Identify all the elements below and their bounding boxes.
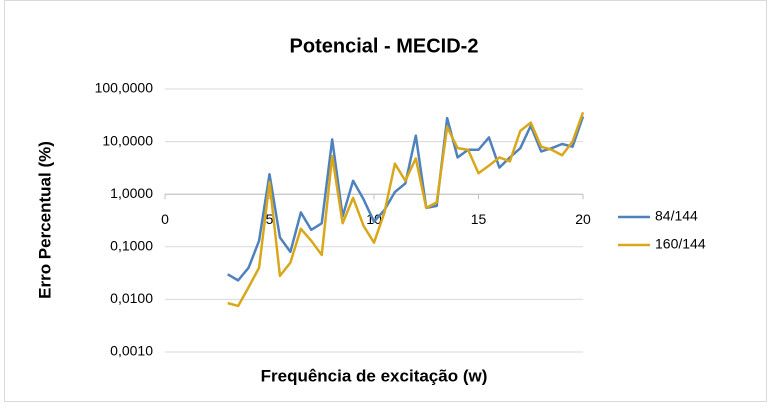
x-tick-label: 20 [575, 211, 591, 227]
legend-label: 84/144 [655, 208, 698, 224]
y-tick-label: 0,1000 [110, 238, 153, 254]
series-line [227, 116, 585, 282]
x-tick-label: 5 [266, 211, 274, 227]
chart-border [4, 0, 767, 402]
y-tick-label: 100,0000 [95, 80, 154, 96]
x-tick-label: 15 [471, 211, 487, 227]
chart-title: Potencial - MECID-2 [290, 35, 479, 57]
series-line [227, 111, 585, 308]
y-axis-label: Erro Percentual (%) [35, 141, 54, 299]
x-axis-label: Frequência de excitação (w) [261, 366, 488, 385]
y-tick-label: 0,0100 [110, 290, 153, 306]
y-tick-label: 10,0000 [102, 132, 153, 148]
legend-label: 160/144 [655, 236, 706, 252]
y-tick-label: 1,0000 [110, 185, 153, 201]
x-tick-label: 0 [161, 211, 169, 227]
y-tick-label: 0,0010 [110, 343, 153, 359]
